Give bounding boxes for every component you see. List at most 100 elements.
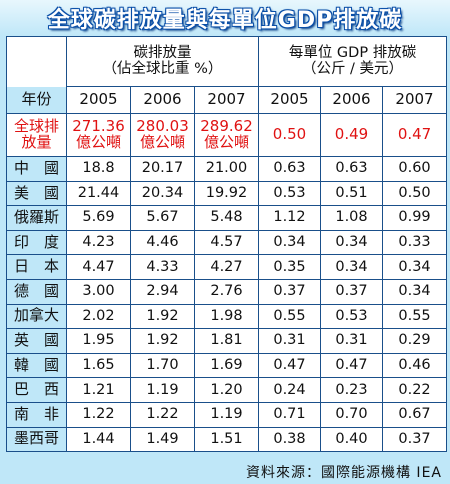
total-emissions-cell: 280.03 億公噸 <box>130 113 195 157</box>
per-gdp-cell: 0.34 <box>258 229 321 256</box>
per-gdp-cell: 1.08 <box>320 205 383 231</box>
emissions-cell: 1.19 <box>130 377 195 403</box>
emissions-cell: 20.34 <box>130 180 195 207</box>
per-gdp-cell: 0.29 <box>381 328 448 354</box>
emissions-cell: 1.92 <box>130 303 195 330</box>
country-name: 日 本 <box>6 254 67 280</box>
total-emissions-unit: 億公噸 <box>75 133 121 151</box>
per-gdp-cell: 0.46 <box>381 352 448 379</box>
country-name: 巴 西 <box>6 377 67 403</box>
table-row: 巴 西 1.21 1.19 1.20 0.24 0.23 0.22 <box>6 377 448 403</box>
per-gdp-cell: 0.38 <box>258 426 321 453</box>
per-gdp-cell: 0.67 <box>381 401 448 428</box>
table-row: 英 國 1.95 1.92 1.81 0.31 0.31 0.29 <box>6 328 448 354</box>
per-gdp-cell: 0.35 <box>258 254 321 280</box>
total-per-gdp-cell: 0.49 <box>320 113 383 157</box>
emissions-cell: 2.02 <box>66 303 131 330</box>
emissions-cell: 21.00 <box>194 156 259 182</box>
year-header-3: 2005 <box>258 86 321 114</box>
emissions-cell: 3.00 <box>66 278 131 305</box>
country-name: 中 國 <box>6 156 67 182</box>
emissions-cell: 4.57 <box>194 229 259 256</box>
per-gdp-cell: 0.47 <box>258 352 321 379</box>
per-gdp-cell: 0.71 <box>258 401 321 428</box>
per-gdp-cell: 0.47 <box>320 352 383 379</box>
total-row: 全球排 放量 271.36 億公噸 280.03 億公噸 289.62 億公噸 0.50 0.… <box>6 113 448 157</box>
country-name: 美 國 <box>6 180 67 207</box>
emissions-header-line2: （佔全球比重 %） <box>102 60 223 77</box>
table-row: 印 度 4.23 4.46 4.57 0.34 0.34 0.33 <box>6 229 448 256</box>
table-row: 俄羅斯 5.69 5.67 5.48 1.12 1.08 0.99 <box>6 205 448 231</box>
emissions-cell: 21.44 <box>66 180 131 207</box>
emissions-cell: 5.48 <box>194 205 259 231</box>
year-header-2: 2007 <box>194 86 259 114</box>
emissions-cell: 1.65 <box>66 352 131 379</box>
per-gdp-cell: 0.37 <box>258 278 321 305</box>
total-emissions-value: 271.36 <box>72 117 125 136</box>
per-gdp-cell: 0.22 <box>381 377 448 403</box>
total-label-line2: 放量 <box>21 133 52 151</box>
header-corner <box>6 36 67 87</box>
emissions-cell: 1.92 <box>130 328 195 354</box>
year-header-0: 2005 <box>66 86 131 114</box>
total-row-label: 全球排 放量 <box>6 113 67 157</box>
per-gdp-cell: 0.51 <box>320 180 383 207</box>
per-gdp-cell: 0.34 <box>320 254 383 280</box>
total-emissions-value: 280.03 <box>136 117 189 136</box>
total-emissions-unit: 億公噸 <box>139 133 185 151</box>
per-gdp-cell: 0.31 <box>258 328 321 354</box>
per-gdp-cell: 0.24 <box>258 377 321 403</box>
per-gdp-cell: 0.34 <box>381 278 448 305</box>
table-row: 墨西哥 1.44 1.49 1.51 0.38 0.40 0.37 <box>6 426 448 453</box>
emissions-cell: 18.8 <box>66 156 131 182</box>
table-row: 德 國 3.00 2.94 2.76 0.37 0.37 0.34 <box>6 278 448 305</box>
per-gdp-cell: 0.50 <box>381 180 448 207</box>
data-table: 碳排放量 （佔全球比重 %） 每單位 GDP 排放碳 （公斤 / 美元） 年份 … <box>6 36 448 453</box>
emissions-group-header: 碳排放量 （佔全球比重 %） <box>66 36 259 87</box>
country-name: 印 度 <box>6 229 67 256</box>
table-row: 日 本 4.47 4.33 4.27 0.35 0.34 0.34 <box>6 254 448 280</box>
country-name: 德 國 <box>6 278 67 305</box>
source-note: 資料來源：國際能源機構 IEA <box>245 465 442 481</box>
per-gdp-cell: 0.70 <box>320 401 383 428</box>
country-name: 英 國 <box>6 328 67 354</box>
emissions-cell: 1.69 <box>194 352 259 379</box>
emissions-cell: 4.27 <box>194 254 259 280</box>
country-name: 俄羅斯 <box>6 205 67 231</box>
per-gdp-group-header: 每單位 GDP 排放碳 （公斤 / 美元） <box>257 36 448 87</box>
emissions-cell: 4.46 <box>130 229 195 256</box>
emissions-cell: 1.21 <box>66 377 131 403</box>
emissions-cell: 19.92 <box>194 180 259 207</box>
header-row: 碳排放量 （佔全球比重 %） 每單位 GDP 排放碳 （公斤 / 美元） <box>6 36 448 87</box>
per-gdp-cell: 0.23 <box>320 377 383 403</box>
emissions-cell: 5.69 <box>66 205 131 231</box>
year-row: 年份 2005 2006 2007 2005 2006 2007 <box>6 86 448 114</box>
per-gdp-cell: 0.34 <box>320 229 383 256</box>
per-gdp-cell: 0.53 <box>258 180 321 207</box>
per-gdp-cell: 0.37 <box>381 426 448 453</box>
total-emissions-unit: 億公噸 <box>203 133 249 151</box>
year-header-4: 2006 <box>320 86 383 114</box>
emissions-cell: 4.47 <box>66 254 131 280</box>
per-gdp-cell: 0.63 <box>320 156 383 182</box>
year-header-5: 2007 <box>381 86 448 114</box>
table-row: 加拿大 2.02 1.92 1.98 0.55 0.53 0.55 <box>6 303 448 330</box>
emissions-header-line1: 碳排放量 <box>133 45 192 62</box>
country-name: 南 非 <box>6 401 67 428</box>
per-gdp-cell: 0.37 <box>320 278 383 305</box>
emissions-cell: 1.49 <box>130 426 195 453</box>
per-gdp-cell: 0.53 <box>320 303 383 330</box>
country-name: 韓 國 <box>6 352 67 379</box>
per-gdp-cell: 0.63 <box>258 156 321 182</box>
emissions-cell: 1.22 <box>130 401 195 428</box>
per-gdp-cell: 0.33 <box>381 229 448 256</box>
emissions-cell: 1.51 <box>194 426 259 453</box>
emissions-cell: 1.81 <box>194 328 259 354</box>
total-emissions-cell: 289.62 億公噸 <box>194 113 259 157</box>
emissions-cell: 1.20 <box>194 377 259 403</box>
per-gdp-header-line2: （公斤 / 美元） <box>301 60 404 77</box>
year-header-1: 2006 <box>130 86 195 114</box>
row-label-year: 年份 <box>6 86 67 114</box>
emissions-cell: 1.70 <box>130 352 195 379</box>
